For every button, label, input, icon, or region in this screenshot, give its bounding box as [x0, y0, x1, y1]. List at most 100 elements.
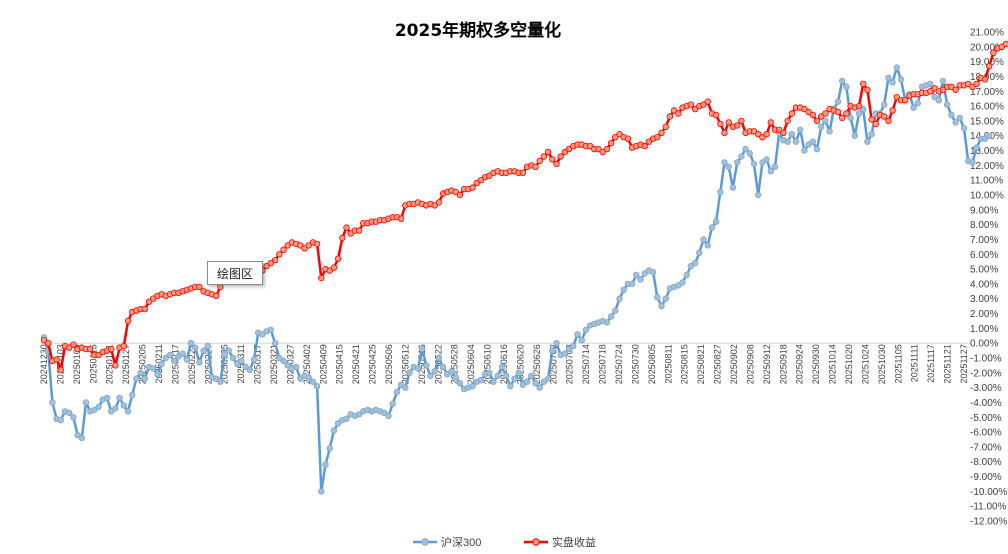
x-tick-label: 20250317: [253, 344, 263, 384]
data-point-hs300: [788, 130, 795, 138]
data-point-hs300: [847, 114, 854, 122]
data-point-hs300: [658, 302, 665, 310]
y-tick-label: -12.00%: [970, 517, 1007, 528]
data-point-hs300: [792, 138, 800, 145]
data-point-live-returns: [990, 49, 997, 56]
data-point-hs300: [322, 461, 329, 468]
data-point-live-returns: [654, 133, 661, 141]
y-tick-label: -6.00%: [970, 428, 1002, 439]
data-point-hs300: [960, 125, 968, 132]
x-tick-label: 20250930: [811, 344, 821, 384]
series-line-hs300: [42, 66, 990, 493]
data-point-hs300: [120, 402, 127, 409]
y-tick-label: 3.00%: [970, 294, 998, 305]
x-tick-label: 20250912: [762, 344, 772, 384]
data-point-hs300: [952, 119, 959, 126]
data-point-hs300: [767, 168, 774, 175]
data-point-hs300: [196, 359, 203, 366]
data-point-hs300: [956, 114, 963, 122]
x-tick-label: 20250908: [745, 344, 755, 384]
data-point-hs300: [406, 369, 413, 376]
data-point-hs300: [280, 357, 287, 365]
x-tick-label: 20250321: [269, 344, 279, 384]
data-point-live-returns: [540, 153, 548, 160]
data-point-live-returns: [536, 157, 543, 165]
x-tick-label: 20250708: [565, 344, 575, 384]
data-point-hs300: [868, 130, 875, 138]
data-point-live-returns: [834, 108, 842, 116]
data-point-live-returns: [607, 139, 615, 147]
data-point-hs300: [490, 378, 497, 385]
data-point-hs300: [166, 351, 174, 359]
legend-item-hs300: 沪深300: [413, 535, 481, 549]
x-tick-label: 20250528: [450, 344, 460, 384]
y-tick-label: 9.00%: [970, 205, 998, 216]
data-point-hs300: [544, 375, 552, 382]
data-point-hs300: [822, 117, 829, 125]
data-point-hs300: [133, 375, 140, 382]
y-tick-label: -4.00%: [970, 398, 1002, 409]
data-point-hs300: [511, 375, 518, 382]
data-point-hs300: [818, 123, 825, 130]
y-tick-label: -2.00%: [970, 368, 1002, 379]
data-point-hs300: [494, 372, 501, 379]
data-point-hs300: [238, 357, 245, 365]
data-point-live-returns: [952, 86, 959, 93]
data-point-hs300: [95, 403, 102, 411]
data-point-live-returns: [784, 117, 791, 125]
data-point-live-returns: [902, 96, 909, 104]
data-point-hs300: [402, 384, 409, 391]
data-point-hs300: [885, 74, 892, 82]
data-point-hs300: [910, 104, 917, 111]
x-tick-label: 20250702: [548, 344, 558, 384]
legend-label-live-returns: 实盘收益: [552, 535, 596, 549]
data-point-hs300: [183, 356, 190, 363]
data-point-hs300: [927, 80, 934, 88]
data-point-hs300: [141, 375, 148, 382]
data-point-hs300: [389, 400, 396, 408]
data-point-live-returns: [986, 62, 993, 70]
data-point-live-returns: [839, 114, 846, 122]
data-point-hs300: [851, 132, 858, 139]
x-tick-label: 20250305: [220, 344, 230, 384]
plot-area-tooltip: 绘图区: [207, 261, 263, 285]
x-tick-label: 20250730: [630, 344, 640, 384]
legend-label-hs300: 沪深300: [441, 535, 481, 549]
data-point-live-returns: [717, 120, 724, 128]
data-point-hs300: [486, 369, 493, 376]
data-point-live-returns: [431, 202, 438, 209]
data-point-hs300: [813, 145, 821, 153]
data-point-live-returns: [280, 246, 287, 253]
data-point-live-returns: [271, 257, 279, 264]
data-point-hs300: [431, 368, 438, 375]
y-tick-label: 5.00%: [970, 265, 998, 276]
data-point-hs300: [712, 218, 720, 225]
data-point-hs300: [570, 342, 577, 350]
data-point-hs300: [616, 295, 623, 302]
data-point-live-returns: [818, 113, 825, 120]
data-point-hs300: [553, 340, 560, 347]
data-point-live-returns: [145, 298, 153, 305]
data-point-hs300: [498, 363, 506, 371]
data-point-live-returns: [112, 362, 119, 369]
data-point-live-returns: [212, 292, 220, 299]
data-point-live-returns: [860, 80, 867, 88]
data-point-hs300: [112, 405, 119, 412]
data-point-hs300: [889, 79, 896, 86]
data-point-live-returns: [276, 251, 283, 258]
data-point-hs300: [881, 101, 888, 108]
data-point-hs300: [448, 368, 455, 375]
data-point-live-returns: [120, 342, 127, 350]
data-point-hs300: [801, 147, 808, 154]
data-point-hs300: [137, 369, 144, 376]
y-tick-label: -5.00%: [970, 413, 1002, 424]
data-point-live-returns: [1002, 40, 1008, 48]
x-tick-label: 20250902: [729, 344, 739, 384]
data-point-hs300: [603, 319, 611, 326]
data-point-hs300: [187, 340, 195, 347]
x-axis-ticks: 20241230 20250103 20250109 20250115 20250121…: [39, 344, 969, 384]
y-tick-label: -8.00%: [970, 457, 1002, 468]
data-point-live-returns: [658, 129, 665, 136]
data-point-hs300: [809, 138, 816, 145]
